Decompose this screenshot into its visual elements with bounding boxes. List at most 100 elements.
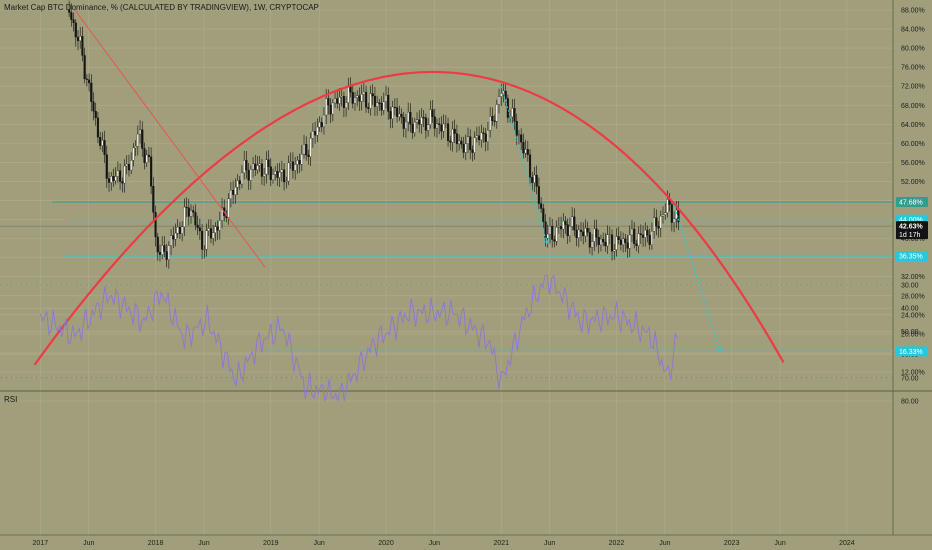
candle (329, 104, 332, 115)
candle (562, 220, 565, 230)
candle (232, 189, 235, 195)
candle (276, 171, 279, 178)
candle (630, 228, 634, 236)
candle (571, 216, 574, 227)
candle (205, 230, 208, 250)
candle (360, 94, 363, 102)
candle (466, 136, 470, 144)
candle (664, 212, 667, 215)
candle (407, 112, 410, 123)
candle (633, 228, 636, 244)
candle (608, 234, 611, 236)
candle (528, 154, 532, 178)
rsi-y-tick-label: 50.00 (901, 329, 919, 336)
candle (302, 144, 306, 155)
candle (577, 229, 580, 239)
candle (316, 126, 319, 136)
candle (400, 113, 403, 118)
x-tick-label: Jun (429, 540, 440, 547)
candle (515, 121, 518, 136)
y-tick-label: 56.00% (901, 160, 925, 167)
candle (591, 241, 594, 248)
candle (358, 95, 361, 102)
candle (172, 235, 175, 240)
candle (260, 163, 263, 177)
y-tick-label: 68.00% (901, 103, 925, 110)
candle (504, 90, 507, 99)
candle (560, 226, 563, 230)
y-tick-label: 88.00% (901, 8, 925, 15)
candle (380, 103, 383, 111)
candle (422, 117, 425, 119)
candle (127, 164, 131, 171)
y-tick-label: 32.00% (901, 274, 925, 281)
candle (291, 161, 294, 171)
candle (347, 86, 350, 103)
projection-arrow (500, 86, 548, 244)
candle (70, 12, 73, 20)
candle (132, 147, 135, 161)
candle (579, 229, 583, 232)
candle (442, 123, 445, 132)
candle (458, 140, 461, 145)
candle (362, 91, 365, 95)
candle (283, 169, 286, 183)
candle (537, 186, 540, 204)
candle (542, 208, 545, 222)
y-tick-label: 52.00% (901, 179, 925, 186)
rsi-y-tick-label: 40.00 (901, 306, 919, 313)
candle (391, 106, 394, 119)
candle (655, 217, 658, 227)
candle (582, 231, 585, 237)
countdown-label: 1d 17h (899, 232, 921, 239)
candle (99, 137, 102, 146)
candle (72, 19, 75, 23)
candle (287, 162, 290, 182)
price-tag (896, 197, 928, 208)
candle (384, 94, 388, 102)
candle (462, 144, 465, 153)
candle (540, 203, 543, 209)
candle (610, 234, 614, 252)
y-tick-label: 64.00% (901, 122, 925, 129)
candle (220, 207, 224, 221)
candle (333, 98, 337, 104)
candle (209, 228, 213, 239)
candle (243, 160, 246, 174)
candle (249, 169, 252, 181)
candle (480, 132, 483, 141)
candle (424, 117, 427, 131)
candle (247, 169, 250, 181)
candle (203, 248, 206, 251)
y-tick-label: 12.00% (901, 370, 925, 377)
candle (597, 237, 600, 245)
candle (158, 251, 162, 255)
candle (185, 206, 188, 209)
x-tick-label: 2018 (148, 540, 164, 547)
candle (604, 241, 607, 247)
candle (415, 119, 419, 123)
candle (500, 93, 503, 97)
candle (535, 174, 538, 187)
candle (105, 154, 108, 179)
candle (274, 171, 277, 175)
candle (101, 140, 104, 146)
candle (170, 235, 173, 246)
x-tick-label: 2017 (33, 540, 49, 547)
candle (670, 204, 673, 223)
price-tag-label: 36.35% (899, 254, 923, 261)
candle (285, 180, 288, 183)
candle (396, 107, 399, 117)
candle (178, 226, 181, 234)
candle (373, 95, 376, 107)
candle (336, 98, 339, 104)
candle (593, 228, 596, 242)
candle (331, 102, 334, 115)
candle (79, 36, 82, 42)
price-tag-label: 16.33% (899, 349, 923, 356)
x-tick-label: 2024 (839, 540, 855, 547)
candle (517, 134, 521, 136)
candle (551, 226, 554, 240)
rsi-line (39, 274, 678, 402)
